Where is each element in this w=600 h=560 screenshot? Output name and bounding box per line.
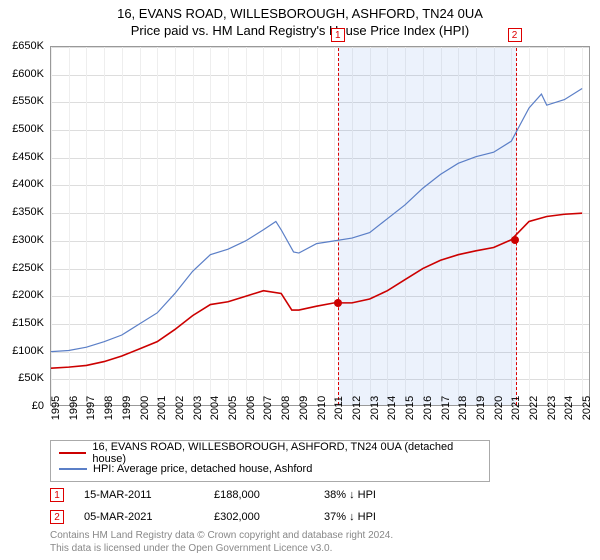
x-tick-label: 2010 — [316, 396, 328, 420]
chart-title: 16, EVANS ROAD, WILLESBOROUGH, ASHFORD, … — [0, 0, 600, 21]
y-tick-label: £450K — [12, 151, 44, 163]
x-tick-label: 2018 — [457, 396, 469, 420]
x-tick-label: 2025 — [581, 396, 593, 420]
sale-delta: 38% ↓ HPI — [324, 489, 444, 501]
legend: 16, EVANS ROAD, WILLESBOROUGH, ASHFORD, … — [50, 440, 490, 482]
y-tick-label: £150K — [12, 317, 44, 329]
series-price_paid — [51, 213, 582, 368]
y-tick-label: £0 — [32, 400, 44, 412]
x-tick-label: 2023 — [546, 396, 558, 420]
x-tick-label: 1998 — [103, 396, 115, 420]
x-tick-label: 2003 — [192, 396, 204, 420]
legend-swatch — [59, 452, 86, 454]
footer-attribution: Contains HM Land Registry data © Crown c… — [50, 530, 393, 555]
legend-swatch — [59, 468, 87, 470]
y-tick-label: £400K — [12, 178, 44, 190]
chart-container: 16, EVANS ROAD, WILLESBOROUGH, ASHFORD, … — [0, 0, 600, 560]
legend-label: HPI: Average price, detached house, Ashf… — [93, 463, 312, 475]
sale-price: £188,000 — [214, 489, 324, 501]
x-tick-label: 2008 — [280, 396, 292, 420]
event-marker: 1 — [331, 28, 345, 42]
y-tick-label: £600K — [12, 68, 44, 80]
sale-row: 2 05-MAR-2021 £302,000 37% ↓ HPI — [50, 506, 444, 528]
x-tick-label: 1995 — [50, 396, 62, 420]
x-tick-label: 2020 — [493, 396, 505, 420]
x-tick-label: 2016 — [422, 396, 434, 420]
x-tick-label: 2017 — [440, 396, 452, 420]
x-tick-label: 2005 — [227, 396, 239, 420]
x-tick-label: 2019 — [475, 396, 487, 420]
x-tick-label: 2001 — [156, 396, 168, 420]
x-tick-label: 1999 — [121, 396, 133, 420]
x-tick-label: 2006 — [245, 396, 257, 420]
x-tick-label: 2011 — [333, 396, 345, 420]
sale-delta: 37% ↓ HPI — [324, 511, 444, 523]
x-tick-label: 2022 — [528, 396, 540, 420]
sale-point — [334, 299, 342, 307]
x-tick-label: 2021 — [510, 396, 522, 420]
x-tick-label: 1997 — [85, 396, 97, 420]
sale-marker-icon: 1 — [50, 488, 64, 502]
x-tick-label: 2014 — [386, 396, 398, 420]
sale-price: £302,000 — [214, 511, 324, 523]
x-tick-label: 2009 — [298, 396, 310, 420]
x-tick-label: 2004 — [209, 396, 221, 420]
x-tick-label: 2015 — [404, 396, 416, 420]
legend-label: 16, EVANS ROAD, WILLESBOROUGH, ASHFORD, … — [92, 441, 481, 465]
y-tick-label: £200K — [12, 289, 44, 301]
y-tick-label: £650K — [12, 40, 44, 52]
footer-line: This data is licensed under the Open Gov… — [50, 543, 393, 556]
sale-marker-icon: 2 — [50, 510, 64, 524]
legend-item: 16, EVANS ROAD, WILLESBOROUGH, ASHFORD, … — [59, 445, 481, 461]
x-tick-label: 2024 — [563, 396, 575, 420]
y-tick-label: £550K — [12, 95, 44, 107]
sales-table: 1 15-MAR-2011 £188,000 38% ↓ HPI 2 05-MA… — [50, 484, 444, 528]
y-tick-label: £500K — [12, 123, 44, 135]
y-tick-label: £100K — [12, 345, 44, 357]
footer-line: Contains HM Land Registry data © Crown c… — [50, 530, 393, 543]
sale-point — [511, 236, 519, 244]
line-series — [51, 47, 591, 407]
sale-date: 05-MAR-2021 — [84, 511, 214, 523]
y-tick-label: £350K — [12, 206, 44, 218]
y-tick-label: £50K — [18, 372, 44, 384]
series-hpi — [51, 89, 582, 352]
event-marker: 2 — [508, 28, 522, 42]
x-tick-label: 2013 — [369, 396, 381, 420]
x-tick-label: 1996 — [68, 396, 80, 420]
sale-date: 15-MAR-2011 — [84, 489, 214, 501]
x-tick-label: 2002 — [174, 396, 186, 420]
x-tick-label: 2000 — [139, 396, 151, 420]
y-tick-label: £300K — [12, 234, 44, 246]
x-tick-label: 2012 — [351, 396, 363, 420]
chart-area: 12 £0£50K£100K£150K£200K£250K£300K£350K£… — [50, 46, 590, 406]
sale-row: 1 15-MAR-2011 £188,000 38% ↓ HPI — [50, 484, 444, 506]
y-tick-label: £250K — [12, 262, 44, 274]
plot-region: 12 — [50, 46, 590, 406]
x-tick-label: 2007 — [262, 396, 274, 420]
